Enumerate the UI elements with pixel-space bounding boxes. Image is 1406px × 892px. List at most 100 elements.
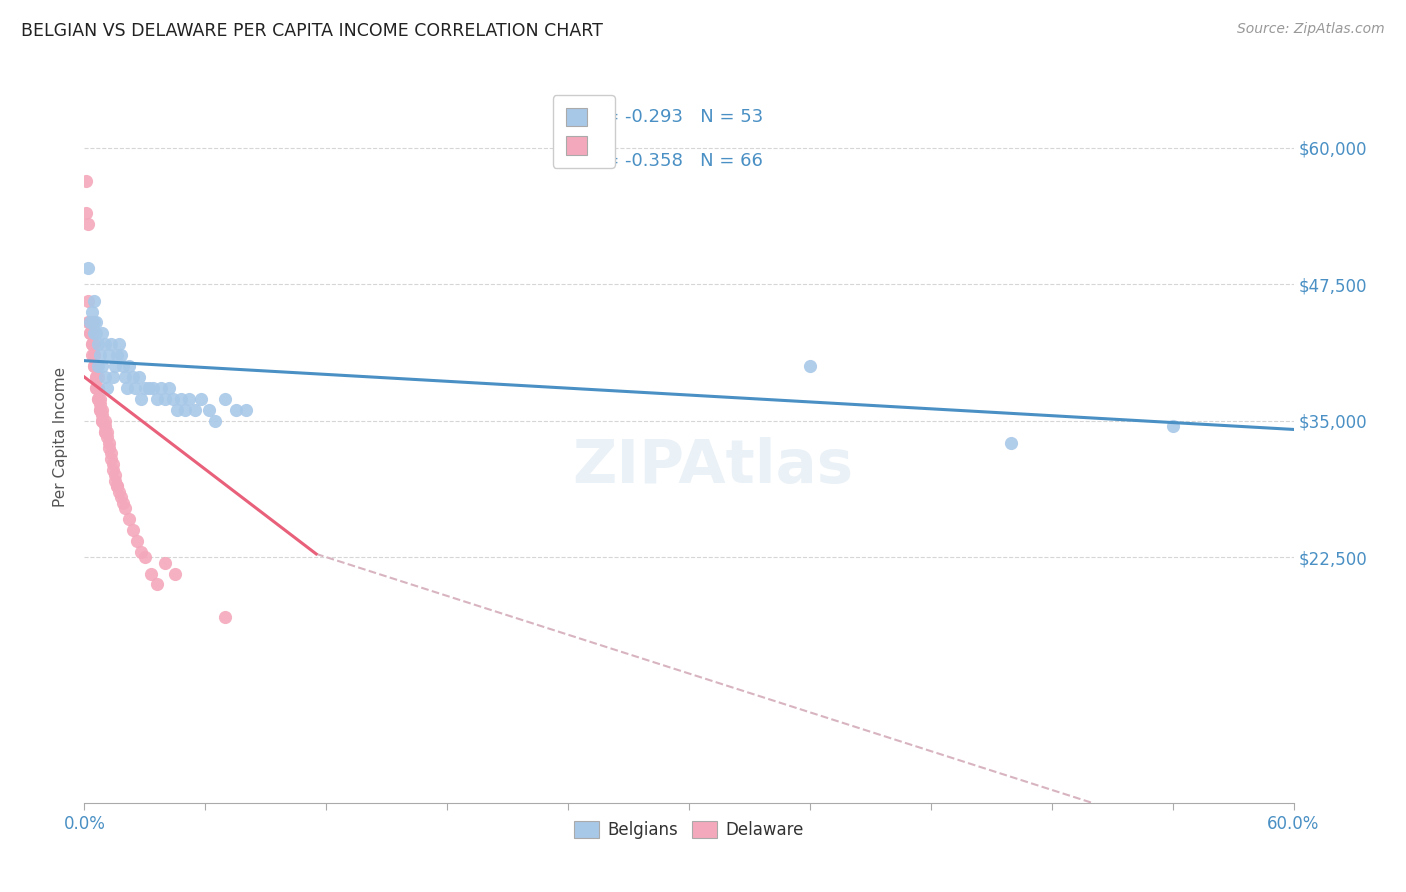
Text: BELGIAN VS DELAWARE PER CAPITA INCOME CORRELATION CHART: BELGIAN VS DELAWARE PER CAPITA INCOME CO… (21, 22, 603, 40)
Point (93, 425, 115, 439)
Point (79, 315, 101, 329)
Point (104, 474, 127, 488)
Point (101, 370, 124, 384)
Text: R = -0.293   N = 53: R = -0.293 N = 53 (586, 108, 763, 126)
Point (77, 293, 100, 308)
Point (87, 392, 110, 406)
Point (118, 359, 141, 373)
Point (128, 370, 150, 384)
Point (799, 359, 821, 373)
Point (114, 370, 136, 384)
Point (87, 381, 110, 395)
Point (82, 315, 104, 329)
Point (149, 381, 172, 395)
Point (129, 392, 152, 406)
Point (125, 533, 148, 548)
Point (121, 523, 143, 537)
Point (87, 337, 110, 351)
Point (170, 392, 193, 406)
Point (118, 512, 141, 526)
Point (105, 479, 128, 493)
Point (86, 370, 108, 384)
Point (86, 381, 108, 395)
Point (107, 337, 129, 351)
Point (79, 326, 101, 341)
Point (82, 348, 104, 362)
Point (100, 451, 122, 466)
Point (86, 370, 108, 384)
Point (184, 402, 207, 417)
Point (79, 315, 101, 329)
Point (111, 495, 134, 509)
Point (75, 206, 97, 220)
Point (114, 501, 136, 516)
Point (134, 550, 156, 565)
Point (214, 610, 236, 624)
Point (146, 392, 169, 406)
Point (93, 425, 115, 439)
Point (179, 392, 201, 406)
Point (87, 370, 110, 384)
Text: R = -0.358   N = 66: R = -0.358 N = 66 (586, 152, 763, 169)
Point (75, 173, 97, 187)
Point (124, 381, 146, 395)
Point (93, 370, 115, 384)
Point (82, 337, 104, 351)
Point (93, 414, 115, 428)
Point (153, 556, 176, 570)
Point (198, 402, 221, 417)
Point (235, 402, 257, 417)
Point (89, 348, 111, 362)
Point (190, 392, 212, 406)
Point (83, 359, 105, 373)
Point (91, 326, 114, 341)
Point (105, 348, 128, 362)
Point (89, 392, 111, 406)
Point (107, 484, 129, 499)
Point (105, 479, 128, 493)
Point (87, 392, 110, 406)
Legend: Belgians, Delaware: Belgians, Delaware (568, 814, 810, 846)
Point (83, 326, 105, 341)
Point (83, 293, 105, 308)
Point (97, 435, 120, 450)
Point (96, 430, 118, 444)
Text: ZIPAtlas: ZIPAtlas (572, 437, 853, 496)
Point (110, 348, 132, 362)
Point (83, 348, 105, 362)
Point (97, 348, 120, 362)
Point (82, 326, 104, 341)
Point (79, 326, 101, 341)
Point (100, 446, 122, 460)
Point (174, 402, 197, 417)
Point (162, 392, 184, 406)
Point (101, 463, 124, 477)
Point (204, 414, 226, 428)
Point (91, 409, 114, 423)
Point (96, 381, 118, 395)
Point (121, 370, 143, 384)
Point (77, 217, 100, 231)
Point (104, 359, 127, 373)
Point (77, 315, 100, 329)
Point (101, 458, 124, 472)
Point (139, 566, 162, 581)
Point (104, 468, 127, 483)
Point (142, 381, 165, 395)
Point (153, 392, 176, 406)
Point (1000, 435, 1022, 450)
Text: Source: ZipAtlas.com: Source: ZipAtlas.com (1237, 22, 1385, 37)
Point (91, 359, 114, 373)
Point (86, 326, 108, 341)
Point (91, 414, 114, 428)
Point (89, 402, 111, 417)
Point (100, 337, 122, 351)
Point (89, 397, 111, 411)
Point (83, 359, 105, 373)
Point (214, 392, 236, 406)
Point (129, 545, 152, 559)
Point (146, 577, 169, 591)
Point (96, 425, 118, 439)
Point (87, 359, 110, 373)
Point (134, 381, 156, 395)
